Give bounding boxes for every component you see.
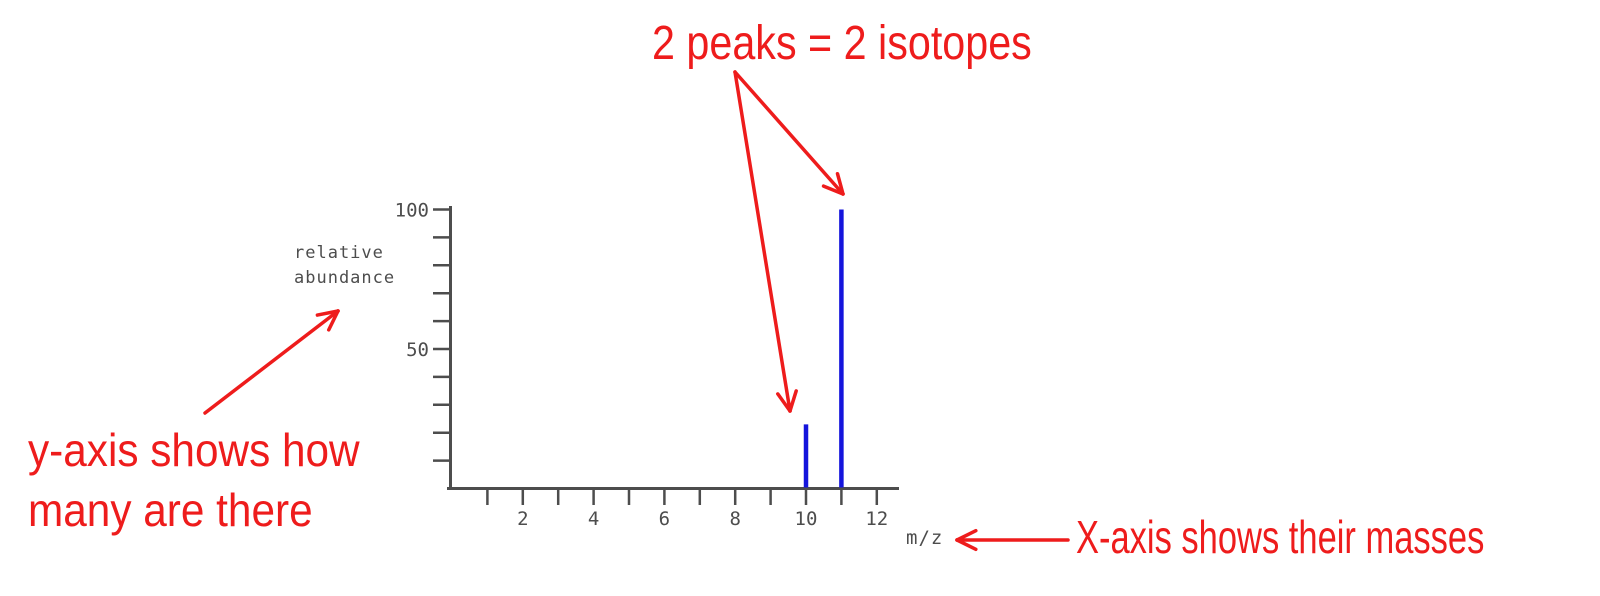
arrow-to-peak-10-head [776, 392, 792, 413]
arrow-to-peak-11-head [835, 171, 845, 196]
x-tick-label: 6 [659, 508, 670, 530]
arrow-to-y-axis-label-head [326, 309, 340, 332]
arrow-to-y-axis-label [203, 309, 340, 415]
x-tick-label: 4 [588, 508, 599, 530]
y-axis-title-line2: abundance [294, 268, 396, 288]
annotation-y-axis-line1: y-axis shows how [28, 424, 360, 476]
annotation-two-peaks: 2 peaks = 2 isotopes [652, 17, 1032, 70]
arrow-to-peak-11 [733, 70, 845, 196]
y-axis-title: relative abundance [294, 241, 395, 291]
y-tick-label: 50 [406, 339, 429, 361]
annotation-y-axis-line2: many are there [28, 484, 313, 536]
arrow-to-x-axis-label-head [955, 528, 978, 542]
x-tick-label: 10 [795, 508, 818, 530]
x-tick-label: 12 [865, 508, 888, 530]
arrow-to-x-axis-label-head [955, 538, 978, 552]
x-tick-label: 8 [729, 508, 740, 530]
x-tick-label: 2 [517, 508, 528, 530]
arrow-to-peak-11-head [821, 184, 845, 196]
annotation-y-axis: y-axis shows how many are there [28, 420, 360, 540]
arrow-to-y-axis-label-head [315, 309, 340, 317]
y-tick-label: 100 [395, 200, 429, 222]
arrow-to-peak-10-head [788, 389, 798, 413]
arrow-to-peak-10 [733, 70, 792, 413]
y-axis-title-line1: relative [294, 243, 384, 263]
x-axis-title: m/z [906, 527, 944, 549]
annotation-x-axis: X-axis shows their masses [1076, 511, 1485, 563]
